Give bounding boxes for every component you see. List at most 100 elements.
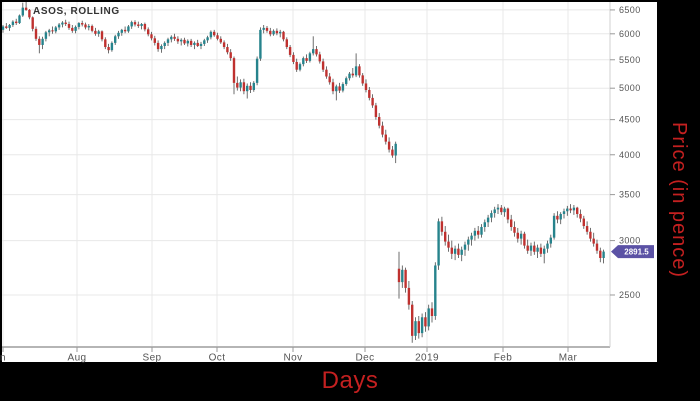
candle-body-up — [54, 27, 57, 32]
candle-body-down — [107, 47, 110, 51]
candle-body-down — [321, 61, 325, 70]
candle-body-down — [189, 40, 193, 45]
candle-body-down — [506, 208, 510, 220]
candle-body-up — [519, 233, 523, 239]
candle-body-up — [11, 21, 15, 25]
candle-body-up — [117, 32, 120, 37]
candle-body-up — [44, 32, 48, 39]
candle-body-down — [31, 17, 34, 29]
candle-body-up — [97, 31, 100, 34]
candle-body-down — [447, 241, 450, 248]
candle-body-down — [457, 248, 460, 255]
candle-body-up — [41, 38, 44, 45]
x-tick-label: Dec — [356, 353, 375, 364]
candle-body-up — [503, 208, 506, 213]
candle-body-down — [226, 47, 229, 53]
candle-body-down — [358, 66, 361, 76]
candle-body-down — [156, 42, 160, 50]
candle-body-up — [543, 248, 546, 254]
candle-body-up — [483, 222, 486, 227]
candle-body-up — [272, 30, 275, 35]
gridlines — [2, 2, 610, 347]
candle-body-up — [87, 25, 90, 28]
candle-body-up — [470, 235, 473, 240]
y-tick-label: 4000 — [619, 150, 641, 160]
candle-body-up — [2, 26, 5, 30]
candle-body-down — [229, 52, 232, 59]
candle-body-up — [279, 31, 282, 34]
y-tick-label: 3000 — [619, 236, 641, 246]
chart-title: ASOS, ROLLING — [33, 6, 120, 17]
last-price-label: 2891.5 — [624, 248, 649, 257]
plot-background — [2, 2, 657, 362]
candle-body-up — [414, 321, 417, 336]
candle-body-down — [34, 28, 38, 39]
candle-body-down — [404, 269, 407, 288]
candle-body-up — [120, 29, 123, 33]
y-tick-label: 2500 — [619, 290, 641, 300]
candle-body-down — [315, 49, 318, 55]
candle-body-up — [348, 73, 351, 79]
candle-body-up — [308, 53, 312, 61]
candle-body-down — [51, 30, 54, 32]
candle-body-up — [193, 42, 196, 45]
candle-body-down — [67, 24, 71, 28]
candle-body-up — [130, 22, 133, 27]
candle-body-up — [48, 30, 51, 33]
candle-body-up — [460, 249, 463, 255]
candle-body-down — [143, 24, 147, 30]
candle-body-down — [84, 24, 87, 28]
candle-body-down — [176, 38, 180, 42]
candle-body-down — [222, 42, 226, 48]
candle-body-up — [160, 45, 163, 50]
candle-body-up — [203, 40, 206, 44]
candle-body-up — [252, 82, 255, 90]
candle-body-down — [599, 250, 602, 258]
candle-body-down — [424, 317, 427, 327]
y-tick-label: 3500 — [619, 190, 641, 200]
candle-body-up — [345, 78, 348, 85]
x-tick-label: Feb — [494, 353, 512, 364]
candle-body-up — [473, 230, 477, 236]
candle-body-down — [232, 58, 236, 83]
candle-body-down — [265, 27, 269, 31]
candle-body-up — [74, 26, 77, 31]
candle-body-up — [61, 22, 64, 25]
candle-body-down — [150, 34, 153, 39]
candle-body-up — [529, 245, 533, 251]
candle-body-up — [246, 85, 249, 92]
candle-body-down — [292, 54, 295, 62]
candle-body-up — [453, 248, 457, 254]
candle-body-down — [556, 215, 559, 220]
axes: n Aug Sep Oct Nov Dec 2019 Feb Mar 6500 6000 5500 50… — [0, 2, 641, 364]
candle-body-down — [417, 321, 420, 334]
candle-body-down — [523, 233, 526, 246]
candle-body-down — [242, 82, 246, 92]
candle-body-down — [450, 247, 453, 254]
candle-body-up — [486, 217, 490, 223]
x-tick-label: Nov — [284, 353, 303, 364]
candle-body-down — [282, 31, 285, 40]
candle-body-up — [562, 211, 566, 214]
candle-body-down — [213, 31, 216, 36]
candle-body-up — [170, 36, 173, 40]
candle-body-down — [516, 232, 519, 239]
candle-body-up — [206, 37, 209, 41]
candle-body-up — [559, 213, 562, 220]
candle-body-up — [549, 237, 552, 244]
candle-body-up — [493, 209, 496, 214]
candle-body-down — [295, 61, 298, 70]
candle-body-down — [381, 125, 384, 135]
candle-body-down — [133, 22, 137, 25]
candle-body-down — [533, 245, 536, 252]
candle-body-up — [199, 43, 203, 46]
last-price-marker: 2891.5 — [611, 245, 654, 259]
candle-body-down — [378, 116, 381, 126]
candle-body-down — [361, 75, 364, 84]
candle-body-up — [114, 36, 117, 43]
candle-body-down — [24, 7, 28, 10]
candle-body-down — [275, 30, 279, 34]
candle-body-up — [496, 207, 500, 210]
candle-body-down — [444, 231, 447, 242]
x-axis-label-band: Days — [0, 361, 700, 401]
